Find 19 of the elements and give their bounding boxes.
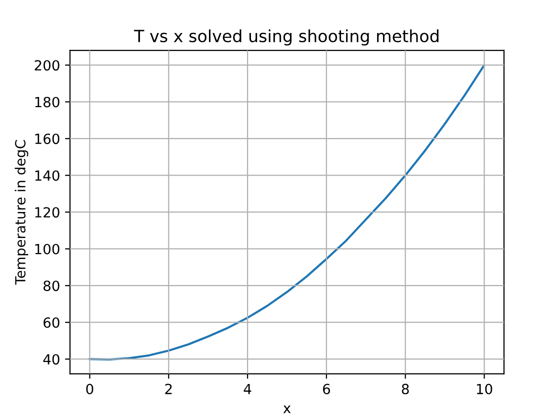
y-tick-label: 180 (35, 96, 60, 108)
x-tick-label: 2 (165, 384, 172, 394)
x-tick-label: 4 (244, 384, 252, 394)
y-tick-label: 140 (35, 170, 60, 181)
y-tick-label: 100 (35, 244, 60, 254)
y-tick-label: 160 (35, 134, 60, 144)
y-tick-label: 80 (44, 280, 60, 292)
y-tick-label: 120 (35, 207, 60, 218)
x-tick-label: 0 (86, 384, 94, 394)
x-tick-label: 10 (476, 384, 492, 394)
x-tick-label: 6 (323, 384, 330, 394)
y-tick-label: 40 (43, 354, 60, 365)
x-tick-label: 8 (402, 384, 409, 394)
line-series (88, 64, 486, 361)
y-axis-title: Temperature in degC (14, 140, 28, 285)
chart-title: T vs x solved using shooting method (134, 29, 438, 46)
x-axis-title: x (283, 405, 291, 414)
y-tick-label: 200 (34, 60, 60, 71)
y-tick-label: 60 (44, 317, 60, 328)
